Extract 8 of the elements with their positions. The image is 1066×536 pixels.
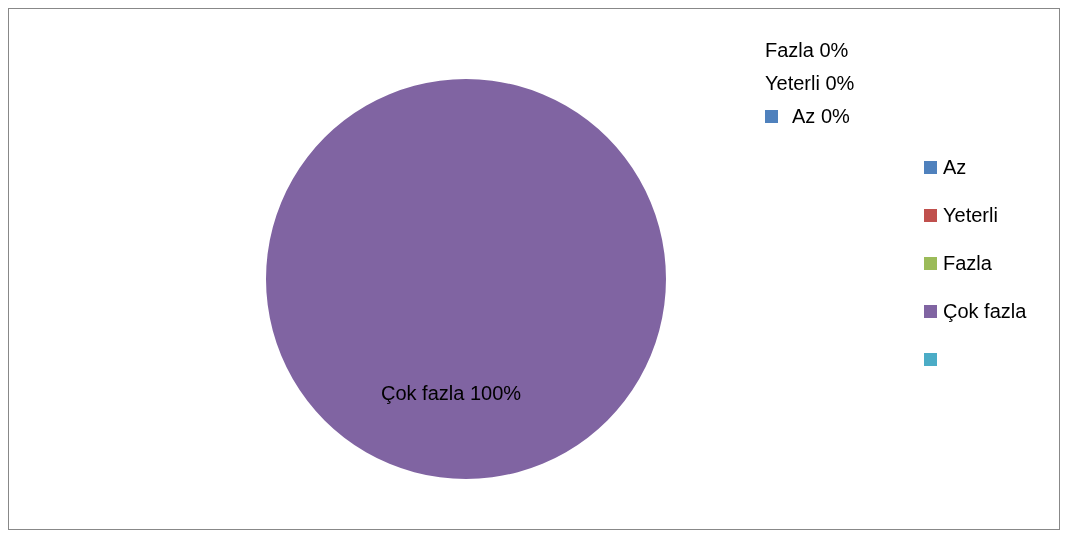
legend-label: Çok fazla: [943, 299, 1027, 323]
legend-label: Az: [943, 155, 967, 179]
legend-label: Fazla: [943, 251, 992, 275]
data-label: Çok fazla 100%: [381, 382, 522, 405]
text: Az 0%: [792, 105, 850, 127]
text: Yeterli 0%: [765, 72, 855, 94]
legend-label: Yeterli: [943, 203, 998, 227]
text: Fazla 0%: [765, 39, 849, 61]
